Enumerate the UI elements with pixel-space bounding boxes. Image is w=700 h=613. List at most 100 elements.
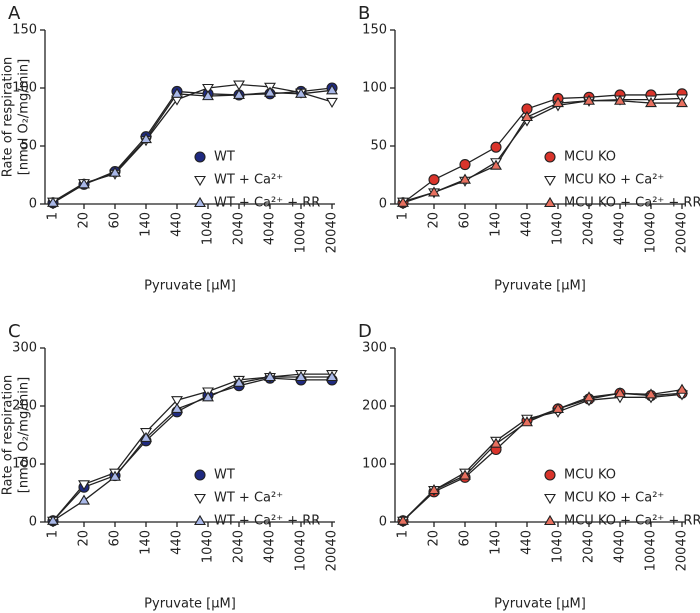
y-tick-label: 100 [362, 81, 387, 96]
marker [202, 83, 214, 95]
x-tick-label: 1 [396, 212, 411, 220]
marker [171, 402, 183, 413]
series-line [52, 89, 333, 204]
legend-label: WT [214, 468, 235, 483]
x-tick-label: 140 [139, 530, 154, 555]
x-tick-label: 2040 [232, 530, 247, 563]
marker [140, 132, 152, 144]
x-tick-label: 1040 [551, 530, 566, 563]
y-axis-title: [nmol O₂/mg/min] [17, 377, 32, 493]
x-tick-label: 10040 [644, 212, 659, 253]
legend-label: WT + Ca²⁺ + RR [214, 196, 320, 211]
y-tick-label: 50 [20, 139, 37, 154]
marker [583, 391, 595, 402]
x-tick-label: 440 [170, 530, 185, 555]
marker [521, 110, 533, 122]
legend-marker [194, 196, 206, 208]
x-tick-label: 1040 [201, 212, 216, 245]
x-tick-label: 1 [46, 530, 61, 538]
y-tick-label: 100 [12, 81, 37, 96]
y-tick-label: 200 [362, 399, 387, 414]
legend-label: WT [214, 150, 235, 165]
marker [171, 396, 183, 407]
x-tick-label: 20 [77, 530, 92, 547]
legend-marker [544, 175, 556, 187]
marker [676, 383, 688, 394]
marker [295, 87, 307, 98]
marker [397, 196, 409, 207]
marker [47, 196, 59, 207]
legend-label: WT + Ca²⁺ + RR [214, 514, 320, 529]
marker [47, 514, 59, 525]
x-tick-label: 2040 [232, 212, 247, 245]
x-tick-label: 140 [489, 212, 504, 237]
marker [233, 376, 245, 387]
marker [233, 88, 245, 100]
series-line [402, 389, 683, 522]
series-line [402, 100, 682, 204]
legend-marker [544, 151, 556, 163]
marker [552, 402, 564, 413]
x-tick-label: 60 [458, 212, 473, 229]
marker [140, 431, 152, 442]
y-axis-title: Rate of respiration [1, 375, 16, 496]
marker [676, 96, 688, 108]
legend-marker [194, 469, 206, 481]
x-tick-label: 2040 [582, 530, 597, 563]
y-tick-label: 150 [362, 23, 387, 38]
marker [490, 159, 502, 170]
marker [614, 94, 626, 105]
x-tick-label: 20 [77, 212, 92, 229]
legend-marker [194, 493, 206, 505]
x-axis-title: Pyruvate [µM] [494, 597, 586, 612]
x-tick-label: 20040 [675, 212, 690, 253]
series-line [52, 87, 333, 204]
x-axis-title: Pyruvate [µM] [494, 279, 586, 294]
y-tick-label: 150 [12, 23, 37, 38]
x-tick-label: 20040 [675, 530, 690, 571]
x-tick-label: 4040 [613, 212, 628, 245]
y-tick-label: 100 [362, 457, 387, 472]
marker [614, 387, 626, 398]
legend-label: MCU KO [564, 468, 616, 483]
legend-marker [544, 514, 556, 526]
series-line [402, 93, 683, 204]
x-tick-label: 60 [108, 530, 123, 547]
x-tick-label: 440 [170, 212, 185, 237]
x-tick-label: 1 [396, 530, 411, 538]
marker [459, 469, 471, 480]
x-tick-label: 2040 [582, 212, 597, 245]
x-tick-label: 1 [46, 212, 61, 220]
marker [202, 90, 214, 101]
x-tick-label: 20040 [325, 530, 340, 571]
legend-label: MCU KO + Ca²⁺ [564, 173, 664, 188]
legend-marker [194, 151, 206, 163]
panel-label: C [8, 321, 21, 342]
marker [202, 391, 214, 402]
marker [109, 166, 121, 177]
marker [397, 514, 409, 525]
x-tick-label: 140 [489, 530, 504, 555]
legend-label: WT + Ca²⁺ [214, 173, 283, 188]
x-tick-label: 60 [458, 530, 473, 547]
legend-marker [194, 175, 206, 187]
y-axis-title: [nmol O₂/mg/min] [17, 59, 32, 175]
y-tick-label: 100 [12, 457, 37, 472]
marker [428, 484, 440, 495]
x-tick-label: 440 [520, 212, 535, 237]
y-tick-label: 0 [29, 515, 37, 530]
panel-label: A [8, 3, 21, 24]
marker [428, 174, 440, 186]
panel-label: D [358, 321, 372, 342]
x-tick-label: 140 [139, 212, 154, 237]
marker [264, 370, 276, 382]
legend-marker [544, 493, 556, 505]
marker [645, 388, 657, 399]
x-axis-title: Pyruvate [µM] [144, 279, 236, 294]
x-tick-label: 440 [520, 530, 535, 555]
marker [490, 141, 502, 153]
marker [645, 96, 657, 108]
x-tick-label: 10040 [294, 212, 309, 253]
marker [459, 173, 471, 184]
